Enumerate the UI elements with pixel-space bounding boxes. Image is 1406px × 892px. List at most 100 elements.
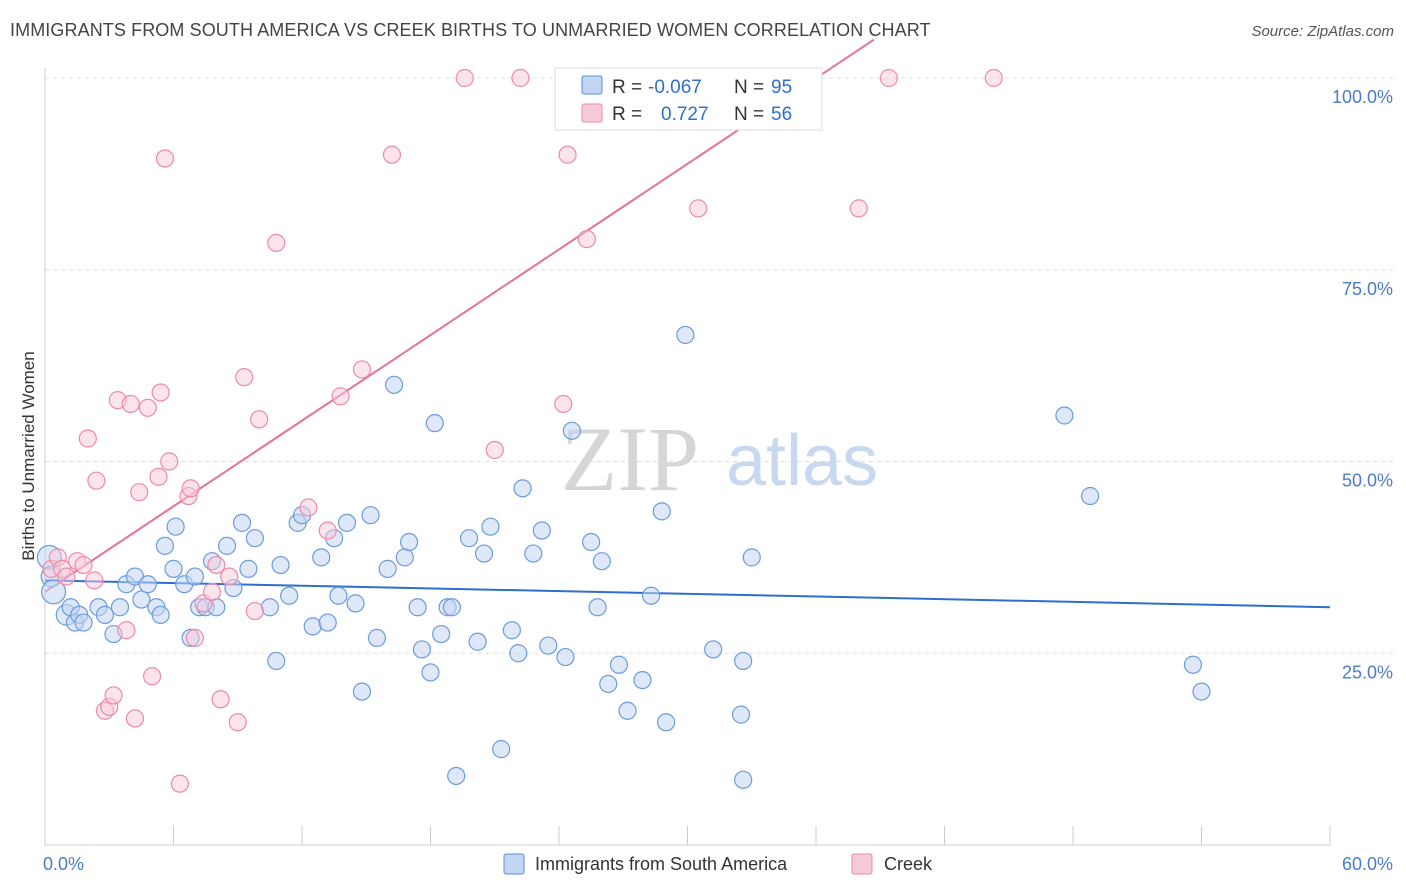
point-creek [331, 387, 350, 406]
point-immigrants [239, 559, 258, 578]
point-creek [202, 582, 222, 601]
point-immigrants [502, 621, 521, 640]
point-creek [117, 621, 136, 640]
point-creek [220, 567, 239, 586]
point-creek [879, 68, 898, 88]
point-creek [250, 410, 269, 429]
point-immigrants [367, 628, 387, 648]
point-creek [181, 479, 200, 498]
legend-n-value-2: 56 [771, 104, 792, 125]
point-immigrants [346, 594, 365, 613]
point-creek [352, 360, 372, 379]
point-immigrants [185, 567, 205, 586]
point-immigrants [592, 552, 611, 571]
point-immigrants [731, 705, 751, 724]
bottom-legend: Immigrants from South America Creek [503, 853, 933, 875]
point-immigrants [1055, 406, 1074, 425]
y-tick-label-100: 100.0% [1332, 87, 1393, 107]
point-creek [318, 521, 337, 540]
point-immigrants [562, 421, 581, 440]
point-immigrants [352, 682, 372, 701]
point-immigrants [513, 479, 532, 498]
point-creek [104, 686, 123, 705]
legend-label-creek: Creek [884, 854, 933, 874]
point-immigrants [1183, 655, 1203, 674]
point-creek [138, 398, 157, 417]
point-immigrants [280, 586, 299, 605]
point-immigrants [155, 536, 175, 555]
point-creek [211, 690, 230, 709]
point-immigrants [742, 548, 761, 567]
point-immigrants [408, 598, 427, 617]
watermark-atlas: atlas [726, 421, 878, 501]
point-immigrants [734, 770, 753, 789]
legend-label-immigrants: Immigrants from South America [535, 854, 788, 874]
legend-r-label-2: R = [612, 104, 642, 125]
point-immigrants [509, 644, 528, 663]
point-creek [185, 628, 205, 648]
point-creek [228, 713, 247, 732]
point-immigrants [166, 517, 185, 536]
point-immigrants [532, 521, 551, 540]
point-immigrants [734, 651, 753, 671]
chart-title: IMMIGRANTS FROM SOUTH AMERICA VS CREEK B… [10, 20, 931, 40]
point-creek [57, 567, 76, 586]
point-creek [267, 233, 286, 253]
y-tick-label-50: 50.0% [1342, 471, 1393, 491]
point-immigrants [399, 532, 419, 552]
point-immigrants [425, 414, 444, 433]
point-immigrants [1192, 682, 1211, 701]
point-immigrants [164, 559, 183, 578]
point-creek [554, 394, 573, 414]
tick-labels: 25.0% 50.0% 75.0% 100.0% 0.0% 60.0% [43, 87, 1393, 874]
legend-swatch-blue [581, 75, 603, 95]
point-immigrants [442, 598, 462, 617]
point-creek [151, 383, 170, 402]
point-creek [78, 429, 97, 448]
point-creek [87, 471, 106, 490]
trend-line-immigrants [44, 579, 1331, 609]
legend-r-label-1: R = [612, 77, 642, 98]
point-immigrants [260, 598, 279, 617]
legend-swatch-immigrants [503, 853, 525, 875]
point-immigrants [474, 544, 494, 563]
point-immigrants [656, 713, 676, 732]
point-immigrants [312, 548, 331, 567]
point-creek [125, 709, 145, 728]
point-immigrants [95, 605, 115, 625]
point-creek [74, 555, 93, 575]
point-creek [382, 145, 402, 164]
point-creek [849, 199, 868, 218]
legend-n-label-2: N = [734, 104, 764, 125]
point-immigrants [492, 740, 511, 759]
point-immigrants [676, 325, 695, 345]
point-immigrants [217, 536, 237, 555]
x-tick-label-min: 0.0% [43, 854, 84, 874]
point-creek [689, 199, 708, 218]
legend-swatch-creek [851, 853, 873, 875]
point-creek [155, 149, 175, 168]
point-creek [142, 667, 162, 686]
point-immigrants [267, 651, 286, 671]
point-immigrants [468, 632, 487, 651]
x-tick-label-max: 60.0% [1342, 854, 1393, 874]
point-immigrants [395, 548, 414, 567]
point-creek [149, 467, 168, 486]
point-creek [170, 774, 190, 793]
point-immigrants [704, 640, 723, 659]
watermark: ZIP atlas [561, 408, 878, 510]
point-immigrants [459, 529, 479, 548]
point-immigrants [337, 513, 357, 532]
point-immigrants [618, 701, 637, 720]
y-tick-label-75: 75.0% [1342, 279, 1393, 299]
point-creek [577, 229, 596, 249]
axes [44, 68, 1331, 846]
point-immigrants [378, 559, 397, 578]
point-immigrants [652, 502, 671, 521]
point-immigrants [1081, 486, 1100, 506]
point-creek [455, 68, 474, 88]
point-immigrants [539, 636, 558, 655]
point-immigrants [132, 590, 151, 609]
point-immigrants [232, 513, 252, 532]
